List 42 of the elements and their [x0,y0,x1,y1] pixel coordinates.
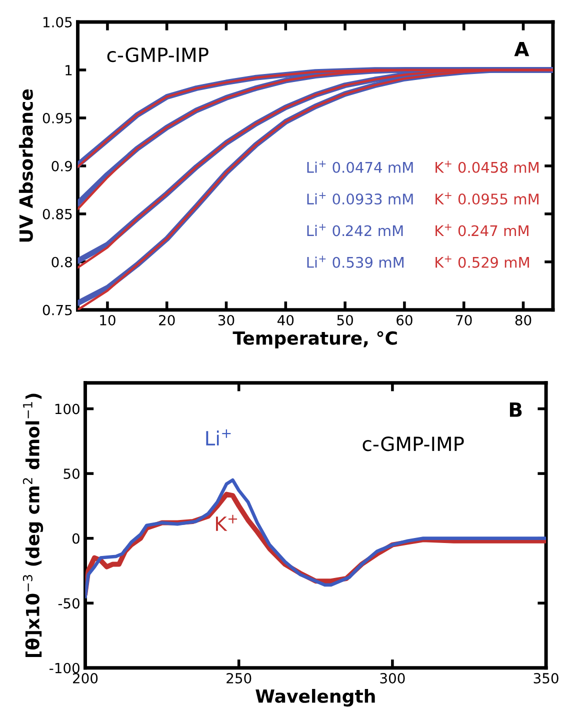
y-tick-label: 0.9 [52,160,72,172]
x-tick-label: 250 [226,672,252,684]
annotation: Li$^{+}$ 0.539 mM [307,256,404,268]
annotation: c-GMP-IMP [107,47,208,62]
x-tick-label: 70 [456,314,472,326]
x-tick-label: 300 [380,672,405,684]
annotation: K$^{+}$ 0.247 mM [436,224,528,236]
y-tick-label: 0.85 [42,208,72,220]
annotation: K$^{+}$ 0.0955 mM [436,192,538,205]
y-axis-title: [θ]x10$^{−3}$ (deg cm$^{2}$ dmol$^{−1}$) [22,394,44,657]
y-tick-label: 0.95 [42,112,72,124]
x-tick-label: 50 [337,314,353,326]
series-label: K$^{+}$ [216,514,238,531]
x-tick-label: 10 [100,314,116,326]
x-tick-label: 350 [534,672,558,684]
y-tick-label: -50 [58,598,80,609]
series-label: Li$^{+}$ [206,429,231,446]
annotation: Li$^{+}$ 0.242 mM [307,224,403,236]
annotation: Li$^{+}$ 0.0933 mM [307,192,413,205]
y-tick-label: 0 [72,533,80,544]
annotation: A [514,42,530,56]
x-tick-label: 20 [159,314,175,326]
x-tick-label: 80 [515,314,532,326]
y-tick-label: 100 [55,404,80,414]
y-tick-label: 1.05 [44,16,72,28]
annotation: K$^{+}$ 0.529 mM [436,256,529,268]
annotation: B [510,402,522,417]
y-tick-label: 0.75 [42,304,72,316]
x-tick-label: 40 [278,314,294,326]
annotation: c-GMP-IMP [362,436,464,452]
x-axis-title: Wavelength [256,688,375,707]
x-tick-label: 30 [218,314,234,326]
y-tick-label: 1 [66,65,72,76]
y-axis-title: UV Absorbance [18,89,33,242]
y-tick-label: -100 [50,662,80,674]
y-tick-label: 0.8 [52,256,72,268]
x-tick-label: 200 [73,672,98,684]
annotation: Li$^{+}$ 0.0474 mM [307,160,413,173]
annotation: K$^{+}$ 0.0458 mM [436,160,538,173]
y-tick-label: 50 [64,468,80,480]
x-axis-title: Temperature, °C [232,331,397,348]
x-tick-label: 60 [396,314,412,326]
